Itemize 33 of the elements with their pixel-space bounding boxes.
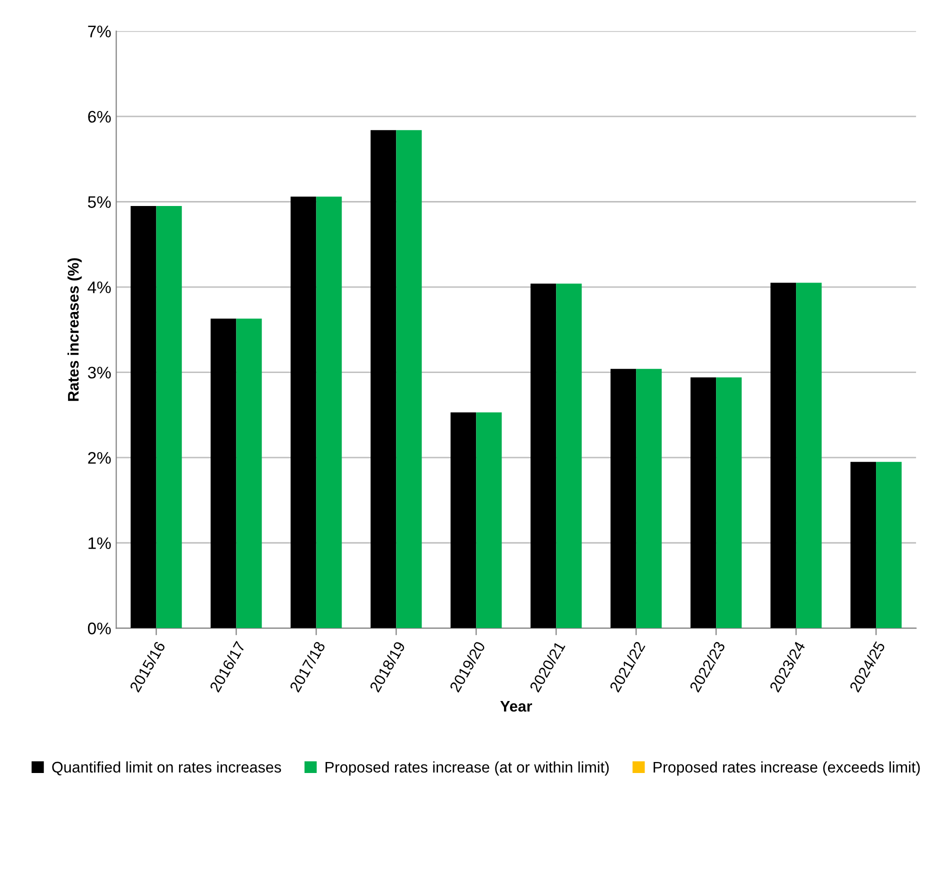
bar: [530, 284, 556, 628]
y-tick-label: 7%: [88, 26, 111, 38]
bar: [716, 377, 742, 628]
bar: [236, 318, 262, 628]
y-tick-label: 3%: [88, 366, 111, 379]
bar: [690, 377, 716, 628]
y-tick-label: 4%: [88, 282, 111, 294]
bar: [556, 284, 582, 628]
bar: [770, 282, 796, 628]
bar: [796, 282, 822, 628]
bar: [876, 462, 902, 628]
bar: [636, 368, 662, 628]
bar: [156, 206, 182, 628]
y-tick-label: 0%: [88, 622, 111, 634]
legend-label: Proposed rates increase (at or within limit): [326, 761, 609, 776]
bar: [210, 318, 236, 628]
bar: [370, 130, 396, 628]
y-tick-label: 1%: [88, 537, 111, 550]
legend-label: Proposed rates increase (exceeds limit): [654, 761, 920, 776]
y-tick-label: 5%: [88, 196, 111, 208]
bar: [290, 196, 316, 628]
y-tick-label: 2%: [88, 452, 111, 464]
x-axis-title: Year: [500, 701, 532, 712]
y-tick-label: 6%: [88, 110, 111, 123]
bar: [316, 196, 342, 628]
bar: [396, 130, 422, 628]
bar: [476, 412, 502, 628]
bar: [130, 206, 156, 628]
legend-label: Quantified limit on rates increases: [52, 761, 282, 776]
y-axis-title: Rates increases (%): [68, 258, 82, 401]
bar: [850, 462, 876, 628]
bar: [610, 368, 636, 628]
bar: [450, 412, 476, 628]
